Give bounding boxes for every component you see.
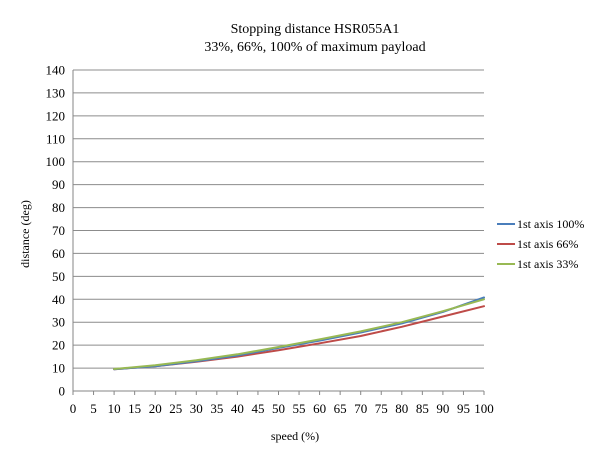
x-tick-label: 65 xyxy=(334,401,347,416)
y-tick-label: 70 xyxy=(52,223,65,238)
x-tick-label: 0 xyxy=(70,401,77,416)
y-tick-label: 10 xyxy=(52,361,65,376)
legend-label: 1st axis 33% xyxy=(517,257,578,271)
x-tick-label: 40 xyxy=(231,401,244,416)
x-tick-label: 30 xyxy=(190,401,203,416)
y-tick-label: 30 xyxy=(52,315,65,330)
y-tick-label: 80 xyxy=(52,200,65,215)
legend-label: 1st axis 100% xyxy=(517,217,584,231)
x-tick-label: 100 xyxy=(474,401,494,416)
x-tick-label: 90 xyxy=(436,401,449,416)
y-tick-label: 130 xyxy=(46,85,66,100)
legend: 1st axis 100% 1st axis 66% 1st axis 33% xyxy=(497,217,584,271)
x-tick-label: 10 xyxy=(108,401,121,416)
y-tick-label: 120 xyxy=(46,108,66,123)
chart-title: Stopping distance HSR055A1 xyxy=(231,22,400,37)
y-tick-label: 60 xyxy=(52,246,65,261)
series-line-3 xyxy=(113,298,485,370)
x-tick-label: 25 xyxy=(169,401,182,416)
y-axis-ticks: 0 10 20 30 40 50 60 70 80 90 100 110 120 130 140 xyxy=(46,63,66,399)
chart-subtitle: 33%, 66%, 100% of maximum payload xyxy=(204,40,425,55)
y-tick-label: 50 xyxy=(52,269,65,284)
x-tick-label: 75 xyxy=(375,401,388,416)
x-axis-title: speed (%) xyxy=(271,429,319,443)
y-tick-label: 40 xyxy=(52,292,65,307)
x-tick-label: 50 xyxy=(272,401,285,416)
x-tick-label: 70 xyxy=(354,401,367,416)
y-tick-label: 90 xyxy=(52,177,65,192)
y-tick-label: 100 xyxy=(46,154,66,169)
y-tick-label: 140 xyxy=(46,63,66,78)
x-tick-label: 95 xyxy=(457,401,470,416)
y-tick-label: 20 xyxy=(52,338,65,353)
x-tick-label: 15 xyxy=(128,401,141,416)
legend-label: 1st axis 66% xyxy=(517,237,578,251)
x-tick-label: 35 xyxy=(210,401,223,416)
series-lines xyxy=(113,296,485,371)
x-tick-label: 55 xyxy=(293,401,306,416)
x-axis-ticks: 0 5 10 15 20 25 30 35 40 45 50 55 60 65 70 75 80 85 90 95 10… xyxy=(70,391,494,416)
y-tick-label: 0 xyxy=(59,384,66,399)
x-tick-label: 80 xyxy=(395,401,408,416)
x-tick-label: 20 xyxy=(149,401,162,416)
x-tick-label: 45 xyxy=(251,401,264,416)
x-tick-label: 60 xyxy=(313,401,326,416)
gridlines xyxy=(72,69,484,392)
y-tick-label: 110 xyxy=(46,131,65,146)
y-axis-title: distance (deg) xyxy=(18,200,32,268)
x-tick-label: 5 xyxy=(90,401,97,416)
series-line-1 xyxy=(113,296,485,371)
x-tick-label: 85 xyxy=(416,401,429,416)
